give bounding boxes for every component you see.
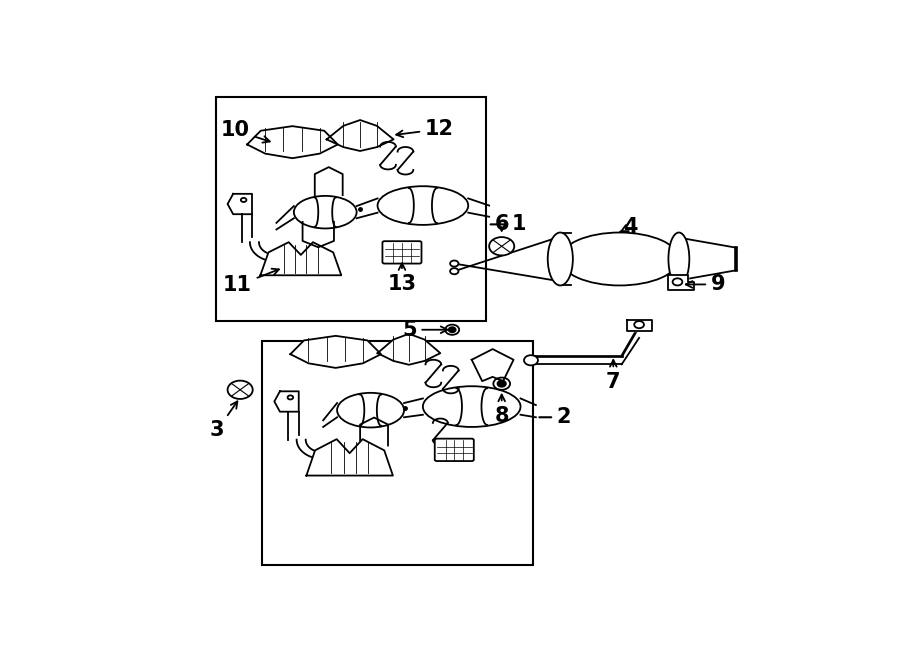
Polygon shape bbox=[228, 194, 252, 214]
Bar bbox=[263, 342, 533, 565]
Ellipse shape bbox=[293, 196, 356, 229]
Ellipse shape bbox=[561, 233, 679, 286]
Polygon shape bbox=[274, 391, 299, 412]
Circle shape bbox=[490, 237, 514, 255]
Circle shape bbox=[634, 321, 644, 329]
Ellipse shape bbox=[378, 186, 468, 225]
Text: 2: 2 bbox=[539, 407, 572, 427]
Text: 10: 10 bbox=[220, 120, 270, 143]
Circle shape bbox=[446, 325, 459, 335]
Polygon shape bbox=[306, 439, 393, 475]
FancyBboxPatch shape bbox=[435, 439, 473, 461]
Bar bbox=[216, 97, 486, 321]
Ellipse shape bbox=[548, 233, 573, 286]
Text: 1: 1 bbox=[491, 214, 526, 235]
Polygon shape bbox=[626, 319, 652, 331]
Polygon shape bbox=[291, 336, 381, 368]
Ellipse shape bbox=[338, 393, 404, 428]
Polygon shape bbox=[248, 126, 338, 158]
Polygon shape bbox=[378, 334, 440, 365]
Text: 4: 4 bbox=[620, 217, 637, 237]
Polygon shape bbox=[327, 120, 393, 151]
Text: 7: 7 bbox=[606, 360, 621, 392]
Text: 5: 5 bbox=[402, 320, 447, 340]
Text: 8: 8 bbox=[494, 395, 509, 426]
Circle shape bbox=[241, 198, 247, 202]
Circle shape bbox=[449, 327, 455, 332]
Circle shape bbox=[493, 377, 510, 390]
Circle shape bbox=[524, 355, 538, 366]
Text: 9: 9 bbox=[686, 274, 725, 294]
Circle shape bbox=[450, 260, 458, 266]
Polygon shape bbox=[669, 275, 694, 290]
Circle shape bbox=[450, 268, 458, 274]
Text: 11: 11 bbox=[223, 268, 279, 295]
Circle shape bbox=[228, 381, 253, 399]
Circle shape bbox=[672, 278, 682, 286]
Text: 12: 12 bbox=[396, 119, 454, 139]
Text: 3: 3 bbox=[210, 401, 238, 440]
Circle shape bbox=[288, 395, 293, 399]
Ellipse shape bbox=[669, 233, 689, 286]
Circle shape bbox=[498, 381, 506, 387]
Polygon shape bbox=[472, 349, 514, 381]
Text: 6: 6 bbox=[494, 214, 509, 234]
Ellipse shape bbox=[423, 386, 520, 427]
FancyBboxPatch shape bbox=[382, 241, 421, 264]
Text: 13: 13 bbox=[388, 263, 417, 293]
Polygon shape bbox=[260, 242, 341, 275]
